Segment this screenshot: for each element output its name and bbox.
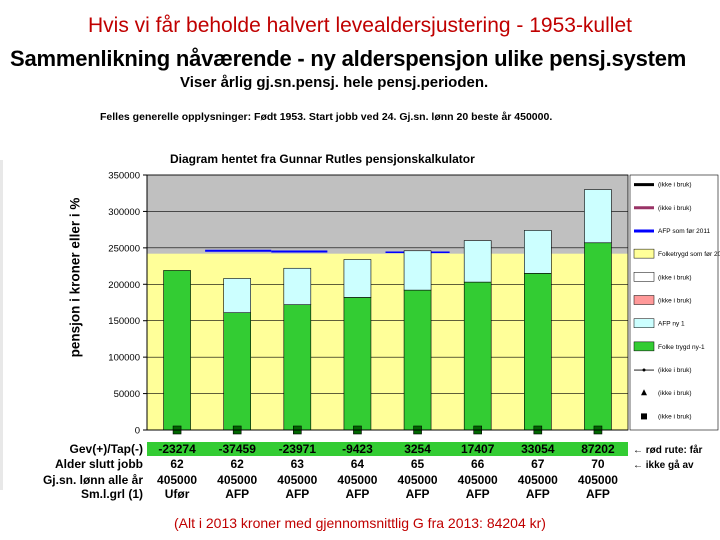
legend-swatch [633,272,655,282]
age-stop-value: 64 [351,457,365,471]
gain-loss-row-bg [147,442,628,456]
gain-loss-value: 17407 [461,442,495,456]
bar-folketrygd-ny [524,273,552,431]
legend-label: (ikke i bruk) [658,390,692,397]
y-tick-label: 300000 [108,207,140,218]
general-info-line: Felles generelle opplysninger: Født 1953… [100,111,553,123]
age-stop-value: 65 [411,457,425,471]
legend-swatch [633,248,655,259]
comparison-value: AFP [526,487,550,501]
y-tick-label: 100000 [108,353,140,364]
age-stop-value: 67 [531,457,545,471]
age-stop-value: 62 [231,457,245,471]
table-row-label: Gj.sn. lønn alle år [43,473,143,487]
avg-salary-value: 405000 [277,473,317,487]
bar-afp-ny [524,230,552,274]
main-heading: Sammenlikning nåværende - ny alderspensj… [10,46,687,71]
y-tick-label: 0 [135,426,140,437]
table-row-label: Gev(+)/Tap(-) [70,442,143,456]
y-tick-label: 350000 [108,171,140,182]
bar-folketrygd-ny [343,297,372,431]
age-stop-value: 70 [591,457,605,471]
avg-salary-value: 405000 [518,473,558,487]
comparison-value: AFP [466,487,490,501]
gain-loss-value: -9423 [342,442,373,456]
age-stop-value: 66 [471,457,485,471]
comparison-value: AFP [345,487,369,501]
y-tick-label: 250000 [108,243,140,254]
legend-swatch [641,413,647,420]
avg-salary-value: 405000 [337,473,377,487]
bar-afp-ny [223,278,251,314]
table-row-label: Sm.l.grl (1) [81,487,143,501]
legend-swatch [642,368,646,372]
age-stop-value: 63 [291,457,305,471]
bar-folketrygd-ny [163,270,191,431]
comparison-value: AFP [285,487,309,501]
table-row-label: Alder slutt jobb [55,457,143,471]
gain-loss-value: -23971 [279,442,317,456]
gain-loss-value: 33054 [521,442,555,456]
y-tick-label: 50000 [114,389,140,400]
table-note: ← ikke gå av [633,459,694,471]
bar-afp-ny [463,240,492,283]
legend-label: (ikke i bruk) [658,274,692,281]
plot-frame [146,174,629,431]
chart-title: Diagram hentet fra Gunnar Rutles pensjon… [170,152,475,166]
legend-swatch [633,318,655,328]
legend-swatch [633,295,655,305]
legend-label: Folketrygd som før 2011 [658,251,720,258]
avg-salary-value: 405000 [458,473,498,487]
avg-salary-value: 405000 [157,473,197,487]
legend-label: (ikke i bruk) [658,298,692,305]
avg-salary-value: 405000 [217,473,257,487]
age-stop-value: 62 [170,457,184,471]
legend-label: AFP som før 2011 [658,228,711,235]
slide-title: Hvis vi får beholde halvert levealdersju… [88,14,632,37]
table-note: ← rød rute: får [633,444,703,456]
bar-folketrygd-ny [584,242,612,431]
avg-salary-value: 405000 [398,473,438,487]
legend-label: AFP ny 1 [658,321,685,328]
bar-afp-ny [283,267,312,305]
legend-label: Folke trygd ny-1 [658,344,705,351]
legend-label: (ikke i bruk) [658,182,692,189]
legend-label: (ikke i bruk) [658,367,692,374]
left-frame-edge [0,160,3,490]
bar-afp-ny [584,189,612,244]
y-tick-label: 150000 [108,316,140,327]
bar-folketrygd-ny [403,289,432,431]
comparison-value: AFP [586,487,610,501]
comparison-value: Ufør [165,487,190,501]
legend-label: (ikke i bruk) [658,205,692,212]
gain-loss-value: -37459 [219,442,257,456]
avg-salary-value: 405000 [578,473,618,487]
comparison-value: AFP [225,487,249,501]
legend-swatch [633,341,655,352]
gain-loss-value: 3254 [404,442,431,456]
footer-note: (Alt i 2013 kroner med gjennomsnittlig G… [174,515,546,531]
subheading: Viser årlig gj.sn.pensj. hele pensj.peri… [180,74,489,91]
bar-afp-ny [343,259,372,298]
bar-folketrygd-ny [223,312,251,431]
bar-afp-ny [403,250,432,291]
comparison-value: AFP [406,487,430,501]
gain-loss-value: 87202 [581,442,615,456]
legend-label: (ikke i bruk) [658,413,692,420]
y-tick-label: 200000 [108,280,140,291]
folketrygd-band [147,253,628,430]
bar-folketrygd-ny [283,304,312,431]
bar-folketrygd-ny [463,281,492,431]
legend-swatch [641,389,647,396]
gain-loss-value: -23274 [158,442,196,456]
